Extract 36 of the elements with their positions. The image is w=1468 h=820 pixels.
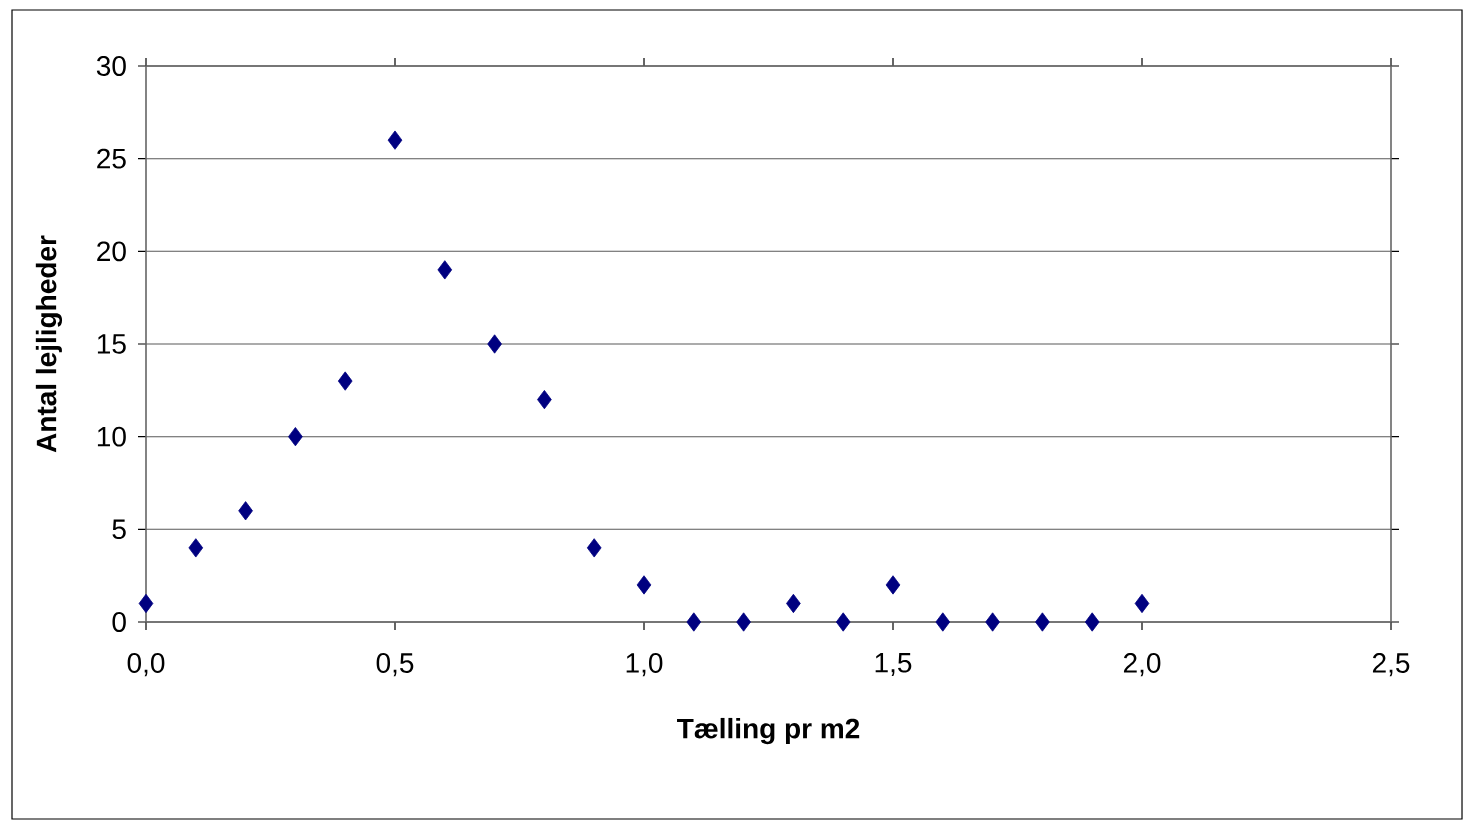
y-axis-title: Antal lejligheder [35, 235, 63, 453]
y-tick-label: 5 [112, 519, 126, 540]
point [387, 130, 403, 150]
y-tick-label: 20 [97, 241, 126, 262]
point [1035, 612, 1050, 632]
point [985, 612, 1000, 632]
x-tick-label: 2,0 [1123, 653, 1161, 677]
point [835, 612, 851, 632]
y-tick-label: 0 [112, 612, 126, 632]
point [188, 538, 204, 558]
y-tick-label: 10 [97, 426, 126, 447]
y-tick-label: 30 [96, 56, 126, 76]
x-tick-label: 0,0 [127, 653, 165, 677]
point [885, 575, 901, 595]
x-tick-label: 1,0 [626, 653, 663, 677]
point [437, 260, 453, 280]
point [238, 501, 253, 521]
y-tick-label: 15 [97, 334, 126, 354]
x-axis-title: Tælling pr m2 [677, 717, 860, 745]
point [537, 389, 552, 410]
point [586, 538, 602, 558]
point [138, 593, 154, 614]
y-tick-label: 25 [97, 148, 126, 169]
x-tick-label: 1,5 [875, 653, 912, 676]
x-tick-label: 0,5 [376, 653, 414, 677]
point [686, 612, 702, 632]
point [636, 575, 652, 595]
point [337, 371, 353, 391]
point [935, 612, 951, 632]
point [1084, 612, 1100, 632]
point [288, 427, 303, 447]
x-tick-label: 2,5 [1372, 653, 1410, 677]
point [487, 334, 502, 354]
point [1134, 593, 1150, 614]
point [786, 593, 801, 614]
point [736, 612, 751, 632]
